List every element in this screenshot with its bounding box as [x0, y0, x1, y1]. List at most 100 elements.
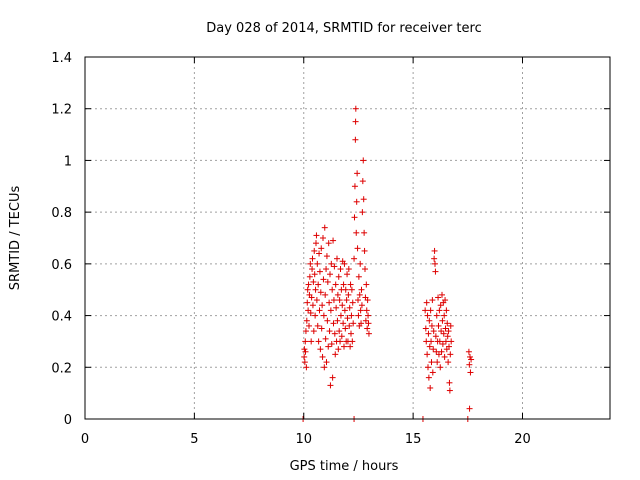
data-point: [341, 260, 348, 267]
data-points: [300, 105, 475, 422]
data-point: [443, 307, 450, 314]
data-point: [308, 338, 315, 345]
data-point: [314, 260, 321, 267]
data-point: [433, 312, 440, 319]
data-point: [336, 328, 343, 335]
y-tick-labels: 0 0.2 0.4 0.6 0.8 1 1.2 1.4: [51, 51, 72, 428]
data-point: [314, 322, 321, 329]
data-point: [338, 333, 345, 340]
data-point: [309, 302, 316, 309]
data-point: [360, 196, 367, 203]
data-point: [357, 307, 364, 314]
data-point: [439, 317, 446, 324]
data-point: [327, 307, 334, 314]
y-tick-label: 0.6: [51, 258, 72, 273]
data-point: [439, 341, 446, 348]
data-point: [429, 369, 436, 376]
y-axis-label: SRMTID / TECUs: [8, 186, 23, 291]
data-point: [340, 320, 347, 327]
data-point: [448, 338, 455, 345]
data-point: [329, 286, 336, 293]
data-point: [325, 240, 332, 247]
data-point: [444, 320, 451, 327]
x-tick-label: 0: [81, 432, 89, 447]
data-point: [431, 255, 438, 262]
data-point: [329, 374, 336, 381]
data-point: [437, 302, 444, 309]
data-point: [438, 328, 445, 335]
data-point: [302, 328, 309, 335]
data-point: [357, 260, 364, 267]
data-point: [466, 405, 473, 412]
data-point: [328, 260, 335, 267]
data-point: [347, 343, 354, 350]
data-point: [362, 266, 368, 273]
data-point: [428, 338, 435, 345]
data-point: [312, 312, 319, 319]
data-point: [301, 359, 308, 366]
data-point: [339, 302, 346, 309]
data-point: [316, 268, 323, 275]
data-point: [348, 330, 354, 337]
data-point: [437, 364, 444, 371]
data-point: [425, 330, 432, 337]
data-point: [326, 299, 333, 306]
data-point: [334, 255, 340, 262]
data-point: [467, 369, 474, 376]
data-point: [428, 359, 435, 366]
data-point: [350, 320, 357, 327]
data-point: [306, 273, 313, 280]
data-point: [325, 343, 332, 350]
data-point: [326, 328, 333, 335]
data-point: [363, 307, 370, 314]
data-point: [351, 183, 358, 190]
data-point: [334, 317, 341, 324]
data-point: [432, 333, 439, 340]
data-point: [327, 271, 333, 278]
data-point: [324, 317, 331, 324]
data-point: [303, 317, 310, 324]
data-point: [332, 351, 339, 358]
data-point: [447, 351, 454, 358]
data-point: [313, 240, 319, 247]
x-tick-label: 5: [190, 432, 198, 447]
data-point: [307, 260, 314, 267]
y-tick-label: 0.2: [51, 361, 72, 376]
data-point: [426, 317, 433, 324]
data-point: [363, 281, 370, 288]
data-point: [347, 281, 354, 288]
data-point: [327, 382, 334, 389]
data-point: [310, 328, 317, 335]
data-point: [447, 322, 454, 329]
data-point: [427, 384, 434, 391]
data-point: [349, 338, 356, 345]
data-point: [355, 312, 362, 319]
y-tick-label: 1: [64, 154, 72, 169]
data-point: [345, 291, 352, 298]
data-point: [428, 322, 435, 329]
data-point: [305, 307, 312, 314]
data-point: [301, 346, 308, 353]
data-point: [303, 364, 310, 371]
chart-title: Day 028 of 2014, SRMTID for receiver ter…: [206, 21, 481, 36]
data-point: [312, 286, 319, 293]
data-point: [365, 312, 372, 319]
data-point: [352, 118, 359, 125]
data-point: [351, 214, 358, 221]
data-point: [361, 229, 368, 236]
data-point: [304, 299, 311, 306]
data-point: [322, 335, 329, 342]
data-point: [336, 297, 343, 304]
data-point: [335, 346, 342, 353]
data-point: [355, 297, 361, 304]
data-point: [337, 266, 344, 273]
data-point: [344, 315, 351, 322]
x-tick-label: 10: [295, 432, 312, 447]
data-point: [358, 320, 365, 327]
data-point: [317, 346, 324, 353]
data-point: [434, 359, 441, 366]
data-point: [425, 364, 431, 371]
data-point: [331, 330, 338, 337]
data-point: [341, 343, 347, 350]
